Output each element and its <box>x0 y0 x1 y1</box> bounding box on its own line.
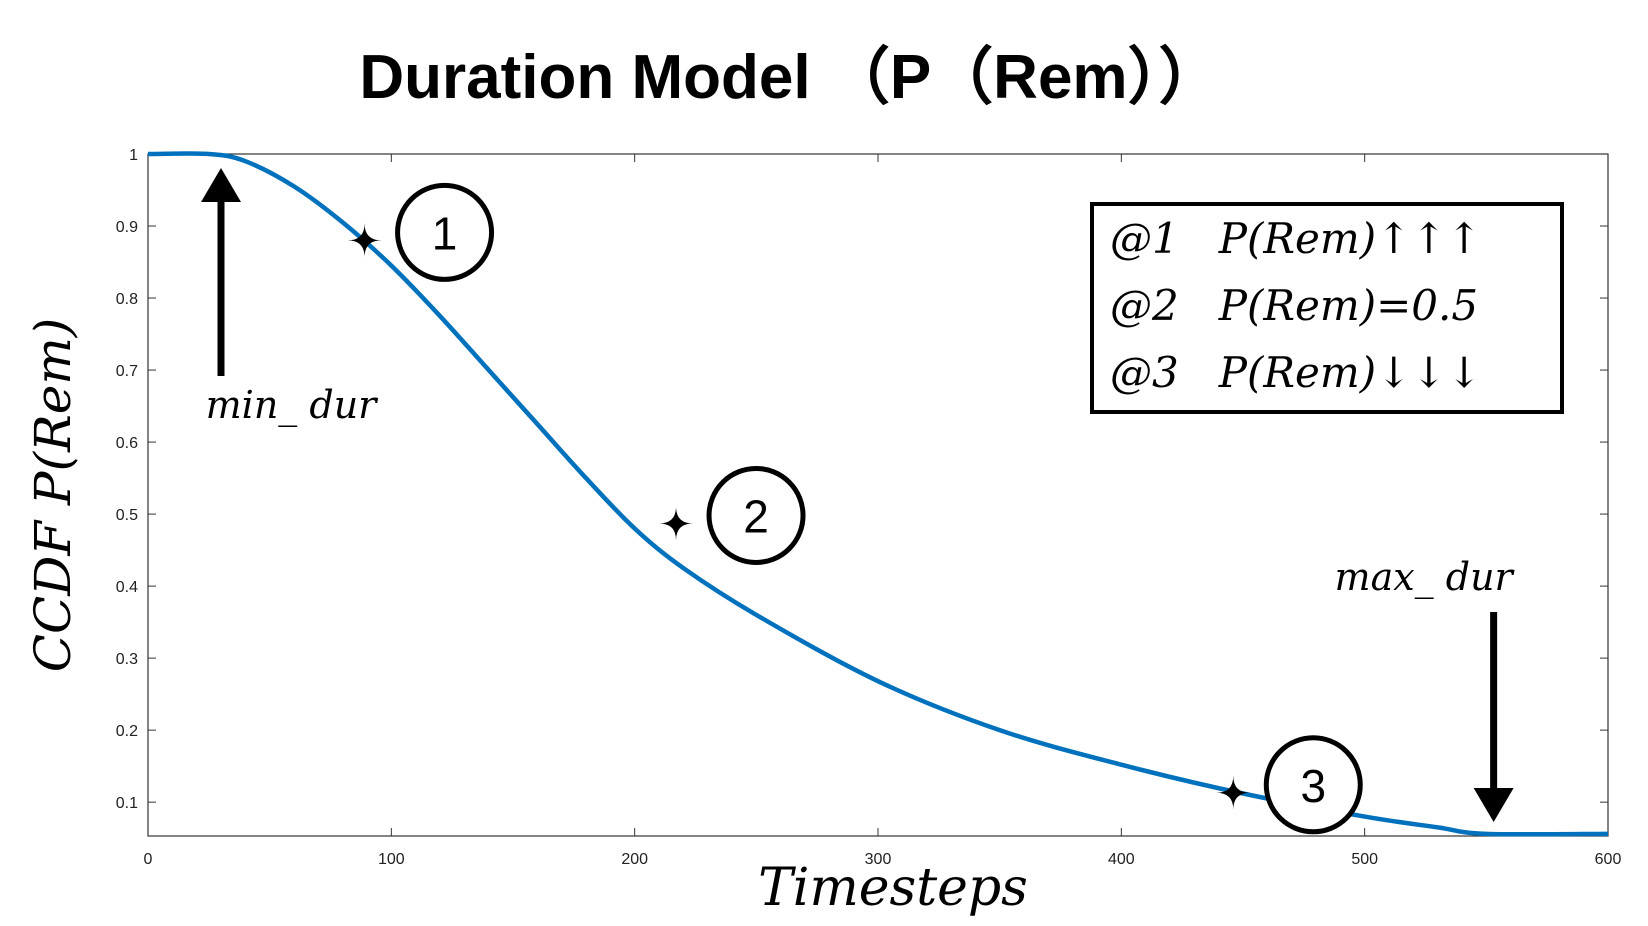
y-axis-label: CCDF P(Rem) <box>24 318 82 673</box>
marker-star-2 <box>659 506 694 541</box>
y-tick-label: 0.5 <box>116 507 138 524</box>
x-axis-label: Timesteps <box>758 858 1028 918</box>
marker-number-1: 1 <box>432 207 458 259</box>
x-tick-label: 600 <box>1595 851 1622 868</box>
x-tick-label: 400 <box>1108 851 1135 868</box>
markers-layer: 1 2 3 <box>347 182 1363 835</box>
legend-line-2: @2 P(Rem)=0.5 <box>1110 281 1478 330</box>
y-tick-label: 0.1 <box>116 795 138 812</box>
max-dur-label: max_ dur <box>1335 555 1516 600</box>
y-tick-label: 0.6 <box>116 435 138 452</box>
y-tick-label: 0.4 <box>116 579 138 596</box>
y-tick-label: 0.8 <box>116 291 138 308</box>
x-tick-label: 0 <box>144 851 153 868</box>
axis-ticks: 0 100 200 300 400 500 600 0.1 0.2 0.3 0.4 0.5 0.6 0.7… <box>116 147 1622 868</box>
legend-line-1: @1 P(Rem)↑↑↑ <box>1110 214 1482 263</box>
marker-circle-2 <box>706 465 806 565</box>
min-dur-label: min_ dur <box>206 383 380 428</box>
y-tick-label: 0.2 <box>116 723 138 740</box>
max-dur-arrow-head <box>1473 788 1514 822</box>
legend-frame <box>1090 202 1564 414</box>
legend-box: @1 P(Rem)↑↑↑ @2 P(Rem)=0.5 @3 P(Rem)↓↓↓ <box>1090 202 1564 414</box>
min-dur-arrow-head <box>201 168 241 202</box>
x-tick-label: 100 <box>378 851 405 868</box>
annotations-layer: min_ dur max_ dur <box>201 168 1516 822</box>
marker-star-1 <box>347 223 382 258</box>
marker-star-3 <box>1216 775 1251 810</box>
marker-circle-3 <box>1263 735 1363 835</box>
x-tick-label: 200 <box>621 851 648 868</box>
marker-number-3: 3 <box>1300 760 1326 812</box>
chart-title: Duration Model （P（Rem）） <box>359 42 1220 112</box>
y-tick-label: 1 <box>129 147 138 164</box>
x-tick-label: 300 <box>865 851 892 868</box>
y-tick-label: 0.9 <box>116 219 138 236</box>
x-tick-label: 500 <box>1351 851 1378 868</box>
y-tick-label: 0.3 <box>116 651 138 668</box>
legend-line-3: @3 P(Rem)↓↓↓ <box>1110 348 1482 397</box>
marker-number-2: 2 <box>743 490 769 542</box>
marker-circle-1 <box>395 182 495 282</box>
y-tick-label: 0.7 <box>116 363 138 380</box>
